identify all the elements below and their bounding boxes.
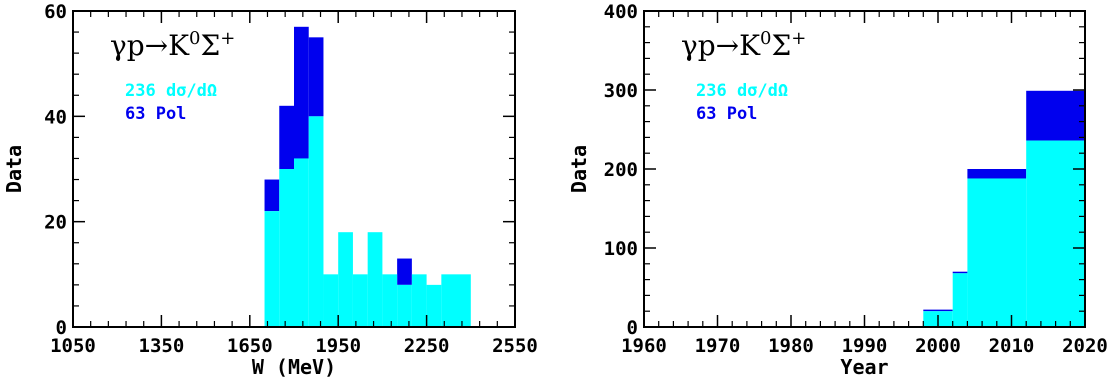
x-tick-label: 1970 [695,335,741,357]
chart-panel-2: 1960 1970 1980 1990 2000 2010 2020 0 100 200 300 40… [567,1,1108,379]
bar-pol-3 [1026,90,1085,141]
x-tick-label: 1980 [768,335,814,357]
bar-pol-4 [397,258,412,285]
bar-pol-2 [294,26,309,159]
y-tick-label: 300 [604,80,638,102]
bar-dsigma-2 [294,158,309,327]
x-tick-label: 2000 [915,335,961,357]
y-tick-label: 200 [604,159,638,181]
bar-pol-1 [279,105,294,169]
y-tick-label: 0 [627,317,638,339]
bar-pol-1 [952,271,968,274]
y-tick-label: 20 [44,212,67,234]
reaction-label: γp→K0Σ+ [681,28,806,62]
legend-entry-1: 236 dσ/dΩ [696,81,788,101]
bar-dsigma-0 [264,211,280,327]
y-tick-label: 0 [56,317,67,339]
bar-dsigma-1 [952,273,968,327]
x-tick-label: 2550 [492,335,538,357]
bar-dsigma-3 [308,116,324,327]
chart-panel-1: 1050 1350 1650 1950 2250 2550 0 20 40 60 W (MeV) Da… [2,1,538,379]
x-tick-label: 1650 [227,335,273,357]
y-axis-label: Data [2,145,26,193]
bar-pol-0 [923,309,953,312]
y-tick-label: 400 [604,1,638,23]
x-axis-label: W (MeV) [252,355,336,379]
x-tick-label: 1050 [50,335,96,357]
bar-dsigma-2 [967,178,1027,327]
x-tick-label: 2020 [1062,335,1108,357]
x-tick-label: 2250 [404,335,450,357]
bar-dsigma-11 [426,284,442,327]
bar-dsigma-5 [338,232,353,327]
y-tick-label: 60 [44,1,67,23]
bar-pol-3 [308,37,324,117]
legend-entry-1: 236 dσ/dΩ [125,81,217,101]
x-tick-label: 1990 [842,335,888,357]
legend-entry-2: 63 Pol [125,104,186,124]
bar-pol-0 [264,179,280,212]
bar-dsigma-10 [411,274,427,327]
y-axis-label: Data [567,145,591,193]
bar-dsigma-12 [441,274,471,327]
legend-entry-2: 63 Pol [696,104,757,124]
bar-dsigma-4 [323,274,339,327]
bar-dsigma-1 [279,169,294,327]
reaction-label: γp→K0Σ+ [110,28,235,62]
x-axis-label: Year [840,355,888,379]
y-tick-label: 100 [604,238,638,260]
x-tick-label: 1350 [139,335,185,357]
x-tick-label: 1960 [621,335,667,357]
bar-dsigma-8 [382,274,398,327]
bar-dsigma-7 [367,232,383,327]
bar-pol-2 [967,169,1027,179]
bar-dsigma-3 [1026,140,1085,327]
x-tick-label: 1950 [315,335,361,357]
y-tick-label: 40 [44,106,67,128]
bar-dsigma-9 [397,284,412,327]
plot-frame [72,10,516,328]
x-tick-label: 2010 [989,335,1035,357]
bar-dsigma-6 [352,274,368,327]
